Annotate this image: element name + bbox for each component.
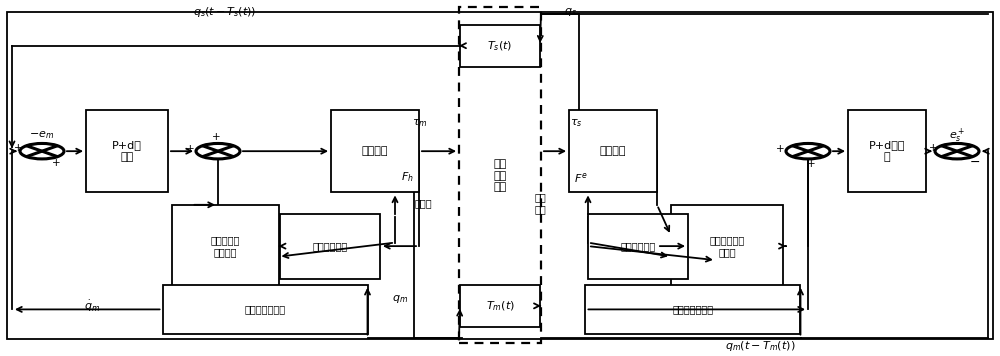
Text: 外界
环境: 外界 环境 bbox=[534, 193, 546, 214]
Text: +: + bbox=[929, 143, 937, 153]
Text: 有限时间干
扰观测器: 有限时间干 扰观测器 bbox=[210, 235, 240, 257]
Text: +: + bbox=[186, 144, 194, 154]
Bar bbox=[172, 205, 278, 287]
Text: 系统已知部分: 系统已知部分 bbox=[620, 241, 656, 251]
Bar bbox=[86, 110, 168, 193]
Bar bbox=[848, 110, 926, 193]
Text: $q_m$: $q_m$ bbox=[392, 293, 408, 305]
Text: 从机器人: 从机器人 bbox=[600, 146, 626, 156]
Text: +: + bbox=[52, 158, 60, 168]
Text: $F^e$: $F^e$ bbox=[574, 171, 588, 184]
Text: 鲁棒精确差分器: 鲁棒精确差分器 bbox=[672, 304, 714, 314]
Text: P+d控
制器: P+d控 制器 bbox=[112, 140, 142, 162]
Bar bbox=[459, 7, 541, 343]
Text: $T_m(t)$: $T_m(t)$ bbox=[486, 299, 514, 313]
Text: P+d控制
器: P+d控制 器 bbox=[869, 140, 905, 162]
Text: +: + bbox=[212, 132, 220, 142]
Text: 网路
传输
通道: 网路 传输 通道 bbox=[493, 159, 507, 192]
Bar bbox=[460, 285, 540, 327]
Text: 鲁棒精确差分器: 鲁棒精确差分器 bbox=[244, 304, 286, 314]
Text: 操作者: 操作者 bbox=[414, 198, 432, 208]
Text: $q_m(t-T_m(t))$: $q_m(t-T_m(t))$ bbox=[725, 339, 795, 353]
Text: +: + bbox=[776, 144, 784, 154]
Bar bbox=[588, 214, 688, 279]
Bar bbox=[460, 25, 540, 67]
Bar bbox=[569, 110, 657, 193]
Bar bbox=[585, 285, 800, 334]
Text: +: + bbox=[807, 159, 815, 169]
Bar bbox=[331, 110, 419, 193]
Text: 系统已知部分: 系统已知部分 bbox=[312, 241, 348, 251]
Bar bbox=[163, 285, 368, 334]
Text: 主机器人: 主机器人 bbox=[362, 146, 388, 156]
Text: $q_s(t-T_s(t))$: $q_s(t-T_s(t))$ bbox=[193, 5, 257, 19]
Text: $\dot{q}_m$: $\dot{q}_m$ bbox=[84, 298, 100, 314]
Bar bbox=[280, 214, 380, 279]
Text: $q_s$: $q_s$ bbox=[564, 6, 576, 18]
Text: $T_s(t)$: $T_s(t)$ bbox=[487, 39, 513, 52]
Text: $e_s^+$: $e_s^+$ bbox=[949, 126, 965, 145]
Text: $F_h$: $F_h$ bbox=[401, 171, 413, 184]
Text: 有限时间干扰
观测器: 有限时间干扰 观测器 bbox=[709, 235, 745, 257]
Bar bbox=[671, 205, 783, 287]
Text: $\tau_s$: $\tau_s$ bbox=[570, 117, 582, 129]
Text: −: − bbox=[970, 156, 980, 169]
Text: +: + bbox=[14, 143, 22, 153]
Text: $\tau_m$: $\tau_m$ bbox=[412, 117, 428, 129]
Text: $-e_m$: $-e_m$ bbox=[29, 130, 55, 141]
